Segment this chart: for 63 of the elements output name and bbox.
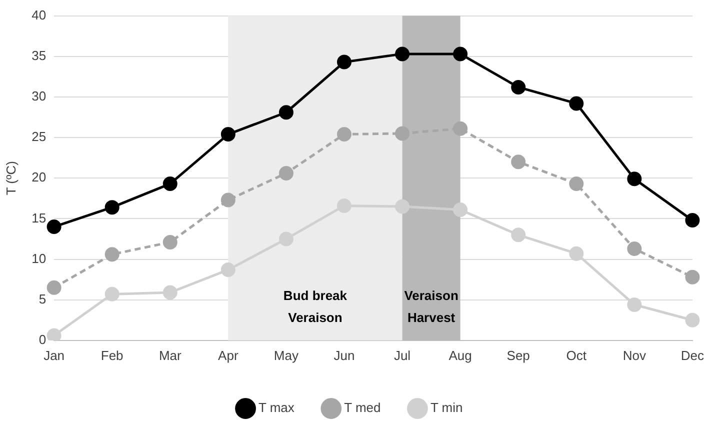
point [336,127,352,142]
y-axis-title: T (ºC) [3,161,18,196]
legend-label: T min [430,400,463,416]
point [395,126,410,141]
band-label: Veraison Harvest [404,288,458,325]
x-tick-label: Nov [622,348,646,363]
point [395,199,410,214]
x-tick-label: Aug [448,348,472,363]
point [453,46,468,62]
point [627,241,642,256]
y-tick-label: 10 [32,250,46,266]
point [162,176,178,192]
x-tick-label: May [274,348,299,363]
point [46,220,62,234]
point [278,232,294,246]
point [220,127,236,142]
point [453,202,468,217]
point [220,192,236,208]
point [395,46,410,62]
y-tick-label: 15 [32,210,46,226]
point [511,154,526,170]
point [685,312,700,328]
point [627,172,642,186]
x-tick-label: Mar [158,348,182,363]
point [46,328,62,340]
x-tick-label: Sep [506,348,530,363]
point [511,228,526,242]
point [278,105,294,120]
point [104,286,120,302]
point [162,234,178,250]
legend-label: T med [344,400,381,416]
x-tick-label: Feb [100,348,124,363]
point [278,166,294,180]
y-tick-label: 20 [32,170,46,185]
y-tick-label: 40 [32,7,46,22]
point [569,246,584,261]
y-tick-label: 25 [32,129,46,144]
x-tick-label: Oct [566,348,587,363]
legend-label: T max [258,400,295,416]
x-tick-label: Jul [394,348,411,363]
band-label: Bud break Veraison [283,288,348,325]
point [569,176,584,192]
x-tick-label: Apr [218,348,239,363]
point [511,80,526,94]
y-tick-label: 30 [32,88,46,104]
point [336,54,352,70]
y-tick-label: 35 [32,48,46,63]
point [220,262,236,278]
point [104,247,120,262]
y-tick-label: 5 [38,291,46,306]
point [46,280,62,295]
point [569,96,584,111]
y-tick-label: 0 [38,332,46,347]
point [685,270,700,284]
x-tick-label: Jun [334,348,355,363]
point [685,213,700,228]
point [336,198,352,213]
point [627,297,642,312]
point [453,121,468,136]
x-tick-label: Jan [44,348,65,363]
point [104,200,120,215]
point [162,285,178,300]
x-tick-label: Dec [680,348,704,363]
